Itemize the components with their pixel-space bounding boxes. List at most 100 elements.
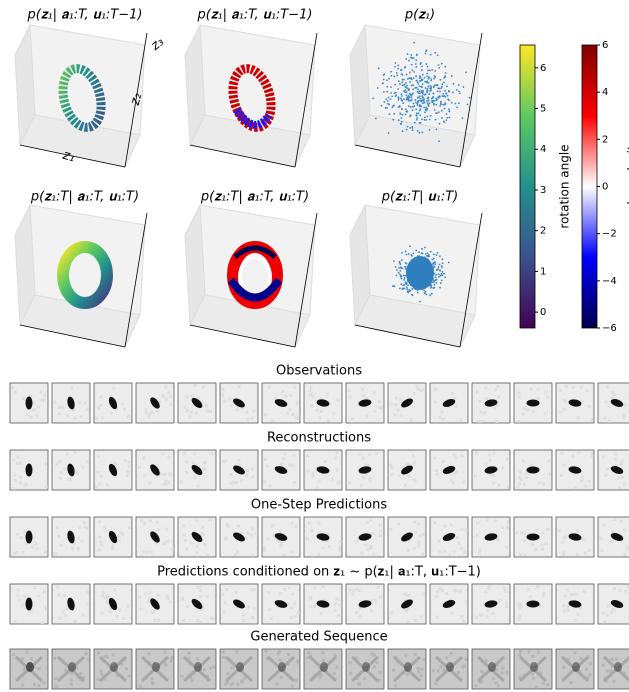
frame-noise xyxy=(523,539,526,542)
frame-noise xyxy=(13,620,16,623)
frame-noise xyxy=(603,621,606,624)
frame xyxy=(430,450,468,490)
latent-point xyxy=(438,111,440,113)
latent-point xyxy=(405,82,407,84)
frame-blob xyxy=(152,662,160,672)
frame-noise xyxy=(574,619,577,622)
frame-noise xyxy=(190,411,193,414)
latent-point xyxy=(419,132,421,134)
latent-point xyxy=(372,97,374,99)
frame-noise xyxy=(143,522,146,525)
frame-noise xyxy=(168,473,171,476)
latent-point xyxy=(378,67,380,69)
frame-noise xyxy=(19,475,22,478)
frame xyxy=(262,584,300,624)
latent-point xyxy=(424,247,426,249)
latent-point xyxy=(428,82,430,84)
latent-point xyxy=(412,88,414,90)
frame-noise xyxy=(225,537,228,540)
latent-point xyxy=(409,81,411,83)
frame-noise xyxy=(439,665,442,668)
panel-title: p(𝐳₁:T| 𝐚₁:T, 𝐮₁:T) xyxy=(30,190,139,205)
frame-noise xyxy=(497,484,500,487)
latent-point xyxy=(445,72,447,74)
frame-noise xyxy=(223,400,226,403)
latent-point xyxy=(439,79,441,81)
frame-noise xyxy=(62,610,65,613)
latent-point xyxy=(417,104,419,106)
latent-point xyxy=(435,282,437,284)
frame-noise xyxy=(407,549,410,552)
latent-point xyxy=(416,54,418,56)
frame-noise xyxy=(55,685,58,688)
frame-noise xyxy=(358,452,361,455)
latent-point xyxy=(452,92,454,94)
frame-noise xyxy=(542,592,545,595)
frame-noise xyxy=(526,408,529,411)
latent-point xyxy=(396,74,398,76)
latent-point xyxy=(444,104,446,106)
latent-point xyxy=(383,74,385,76)
frame-noise xyxy=(617,476,620,479)
frame-noise xyxy=(562,551,565,554)
frame-noise xyxy=(408,475,411,478)
frame-noise xyxy=(161,452,164,455)
frame xyxy=(304,383,342,423)
frame-noise xyxy=(171,548,174,551)
latent-point xyxy=(406,74,408,76)
frame-noise xyxy=(58,406,61,409)
latent-point xyxy=(426,75,428,77)
latent-point xyxy=(401,252,403,254)
latent-point xyxy=(413,57,415,59)
latent-point xyxy=(424,111,426,113)
latent-point xyxy=(414,87,416,89)
frame-noise xyxy=(203,668,206,671)
frame-noise xyxy=(332,412,335,415)
frame-noise xyxy=(19,462,22,465)
frame-noise xyxy=(327,419,330,422)
frame-noise xyxy=(26,414,29,417)
frame-noise xyxy=(485,463,488,466)
frame-noise xyxy=(531,655,534,658)
latent-point xyxy=(397,68,399,70)
frame-noise xyxy=(165,528,168,531)
latent-point xyxy=(397,65,399,67)
frame xyxy=(388,649,426,689)
frame-blob xyxy=(26,531,33,544)
latent-point xyxy=(426,88,428,90)
latent-point xyxy=(448,108,450,110)
frame-noise xyxy=(306,537,309,540)
latent-point xyxy=(415,108,417,110)
frame-noise xyxy=(251,467,254,470)
frame-noise xyxy=(264,413,267,416)
frame xyxy=(472,649,510,689)
frame-noise xyxy=(157,528,160,531)
frame-noise xyxy=(104,596,107,599)
latent-point xyxy=(425,294,427,296)
frame-noise xyxy=(117,535,120,538)
frame-noise xyxy=(519,650,522,653)
frame-noise xyxy=(506,520,509,523)
latent-point xyxy=(407,126,409,128)
frame xyxy=(388,383,426,423)
frame-noise xyxy=(206,410,209,413)
frame-noise xyxy=(147,600,150,603)
frame-noise xyxy=(70,683,73,686)
frame-noise xyxy=(505,605,508,608)
frame-noise xyxy=(235,650,238,653)
frame-noise xyxy=(543,412,546,415)
strip-title: Predictions conditioned on 𝐳₁ ∼ p(𝐳₁| 𝐚₁… xyxy=(157,565,481,580)
frame-noise xyxy=(20,536,23,539)
frame-noise xyxy=(42,681,45,684)
latent-point xyxy=(427,102,429,104)
frame-noise xyxy=(56,526,59,529)
frame-noise xyxy=(355,540,358,543)
frame-noise xyxy=(497,396,500,399)
frame-noise xyxy=(151,611,154,614)
frame-noise xyxy=(460,547,463,550)
frame-noise xyxy=(143,474,146,477)
latent-point xyxy=(396,275,398,277)
frame-noise xyxy=(167,456,170,459)
frame-noise xyxy=(421,552,424,555)
frame-noise xyxy=(605,401,608,404)
